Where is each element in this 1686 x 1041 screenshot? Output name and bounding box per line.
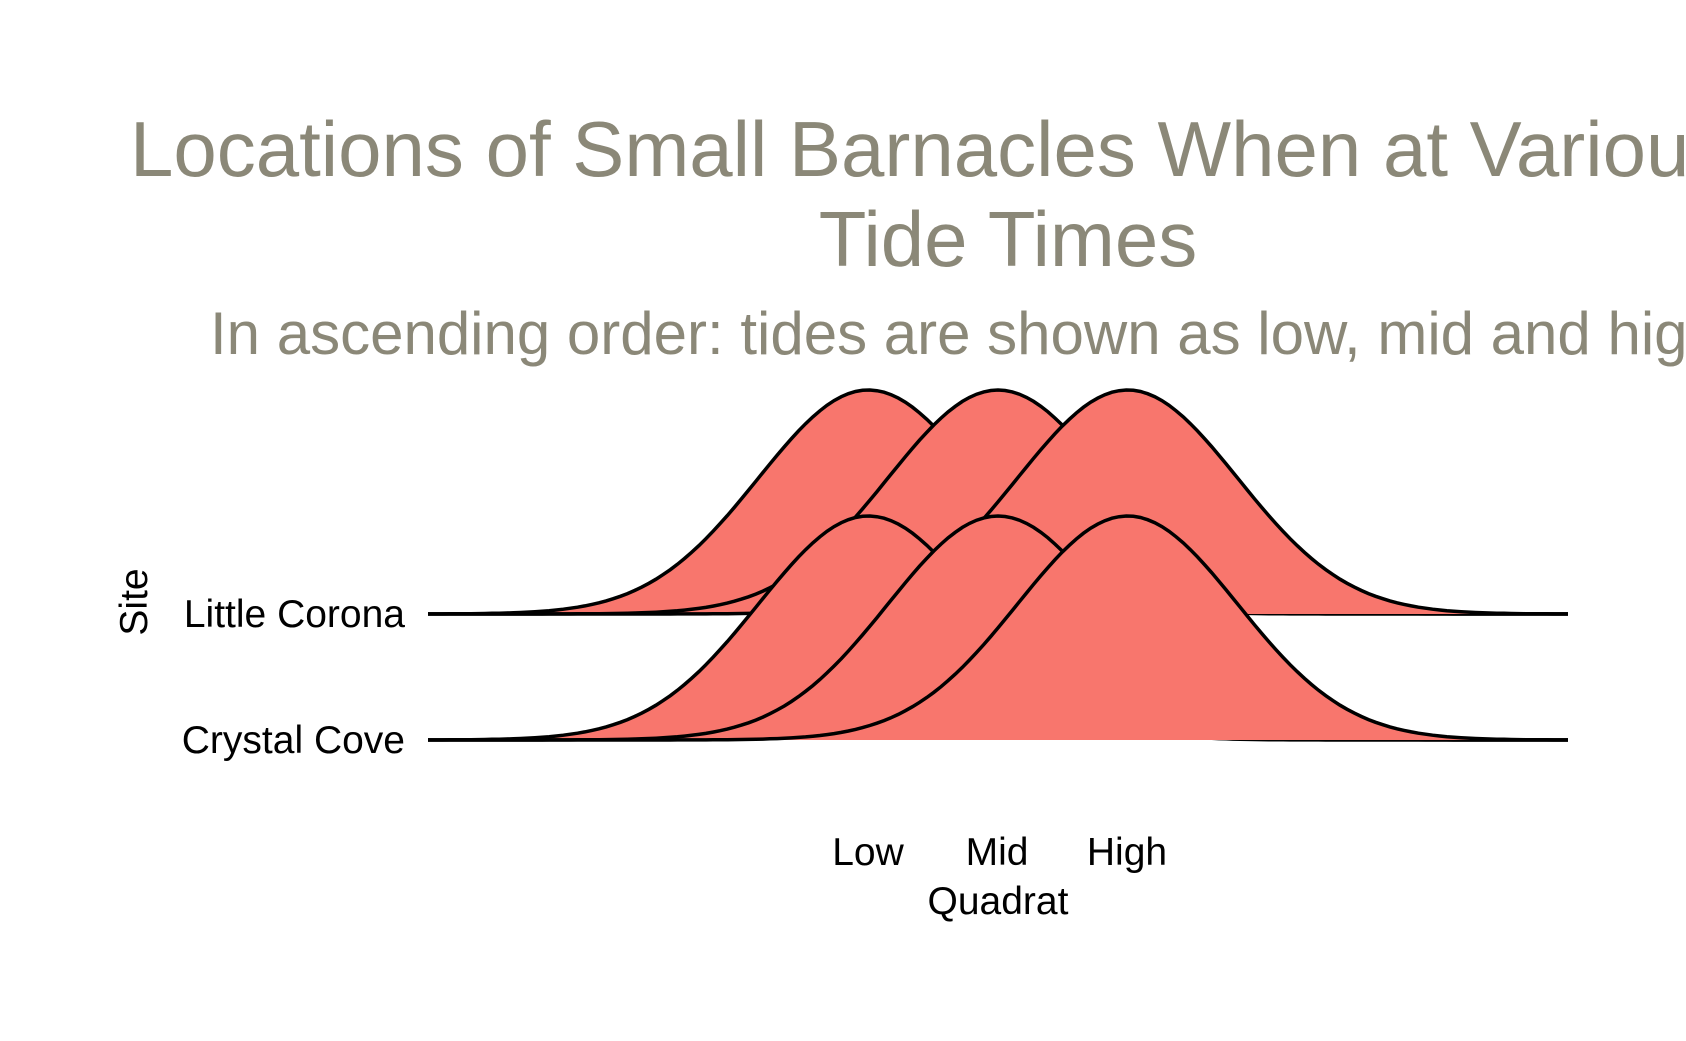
y-tick-label-little-corona: Little Corona [184, 593, 405, 636]
chart-subtitle: In ascending order: tides are shown as l… [210, 300, 1686, 367]
x-tick-label-low: Low [832, 831, 904, 874]
y-axis-title: Site [113, 568, 156, 635]
chart-title-line-1: Locations of Small Barnacles When at Var… [130, 105, 1686, 193]
x-axis-title: Quadrat [928, 880, 1069, 923]
x-tick-label-high: High [1087, 831, 1167, 874]
y-tick-label-crystal-cove: Crystal Cove [182, 719, 405, 762]
ridge-group-crystal-cove [428, 514, 1568, 742]
x-tick-label-mid: Mid [966, 831, 1029, 874]
chart-title-line-2: Tide Times [819, 195, 1198, 283]
ridges-layer [428, 388, 1568, 742]
ridge-group-little-corona [428, 388, 1568, 616]
ridge-line-high [428, 514, 1568, 742]
ridge-line-high [428, 388, 1568, 616]
